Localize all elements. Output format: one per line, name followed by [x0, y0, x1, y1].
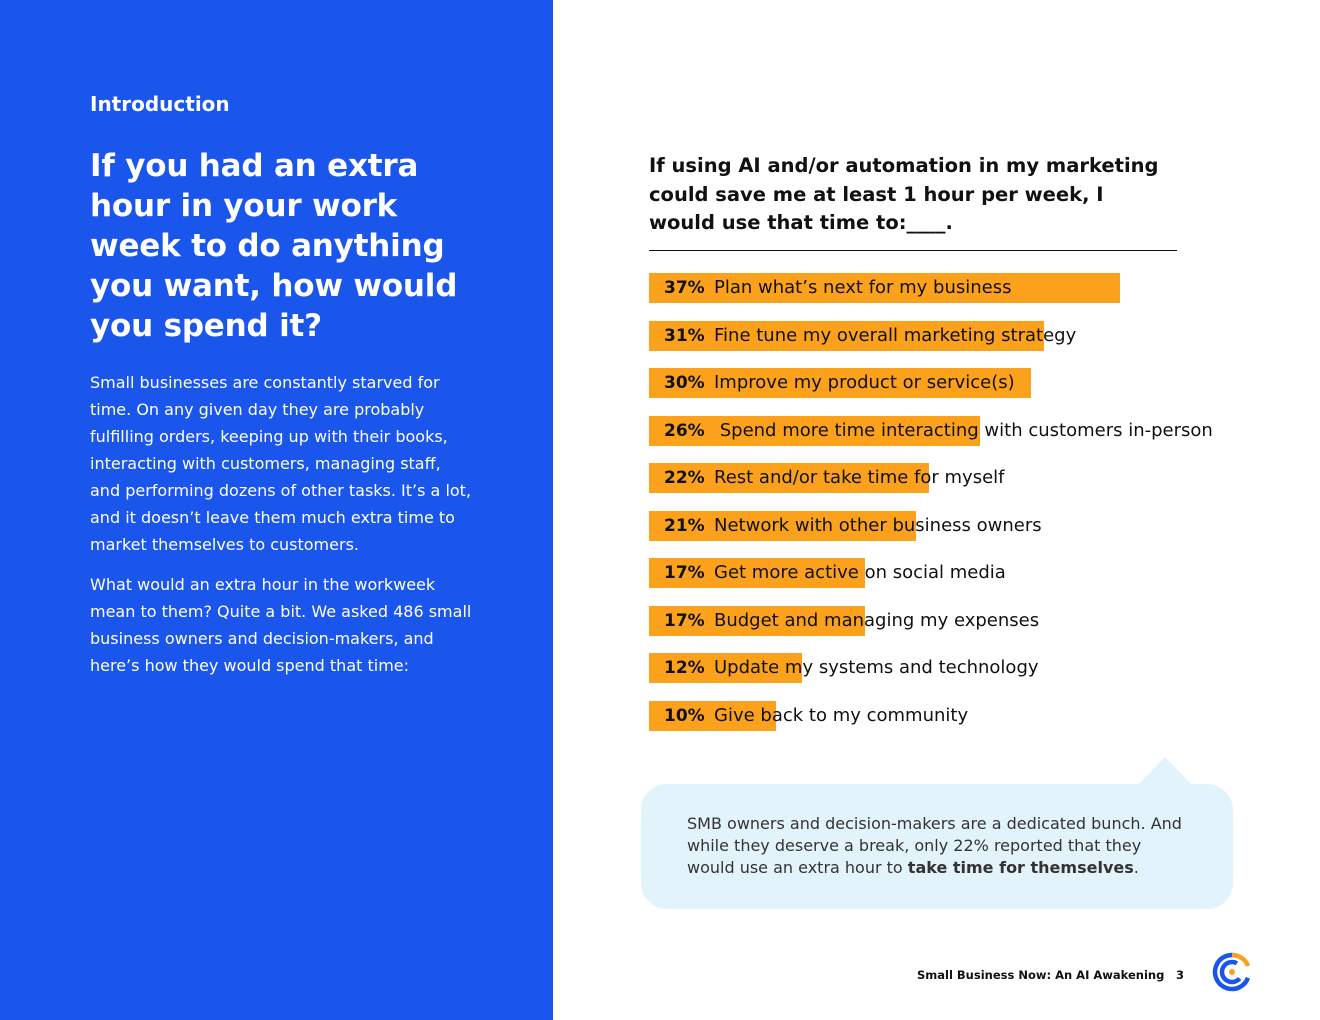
bar-category-label: Improve my product or service(s): [714, 372, 1015, 393]
page-number: 3: [1176, 968, 1185, 982]
bar-value-label: 22%: [664, 468, 705, 488]
bar-value-label: 30%: [664, 373, 705, 393]
footer-title: Small Business Now: An AI Awakening: [917, 968, 1165, 982]
intro-paragraph-1: Small businesses are constantly starved …: [90, 373, 472, 554]
bar-category-label: Spend more time interacting with custome…: [714, 419, 1213, 441]
bar-category-label: Network with other business owners: [714, 514, 1042, 536]
bar-value-label: 21%: [664, 515, 705, 536]
bar-chart: 37% Plan what’s next for my business 31% Fi…: [649, 273, 1289, 733]
bar: [649, 700, 777, 731]
bar-category-label: Plan what’s next for my business: [714, 277, 1012, 298]
bar: [649, 273, 1120, 303]
bar: [649, 415, 980, 446]
callout-text-emphasis: take time for themselves: [907, 858, 1134, 877]
bar-value-label: 17%: [664, 610, 705, 631]
callout-box: [641, 784, 1233, 909]
bar: [649, 368, 1031, 398]
bar-category-label: Give back to my community: [714, 704, 969, 726]
callout-text-end: .: [1133, 858, 1139, 877]
bar: [649, 653, 802, 683]
bar: [649, 463, 930, 493]
page-headline: If you had an extra hour in your work we…: [90, 148, 458, 344]
callout-text-start: SMB owners and decision-makers are a ded…: [687, 814, 1182, 877]
bar-value-label: 31%: [664, 325, 705, 346]
bar-category-label: Update my systems and technology: [714, 657, 1039, 678]
bar-value-label: 37%: [664, 278, 705, 298]
bar-value-label: 17%: [664, 563, 705, 583]
intro-paragraph-2: What would an extra hour in the workweek…: [90, 575, 472, 675]
bar-value-label: 12%: [664, 658, 705, 678]
bar-value-label: 26%: [664, 420, 705, 441]
callout-text: SMB owners and decision-makers are a ded…: [687, 813, 1192, 879]
title-divider: [649, 250, 1177, 251]
bar-category-label: Budget and managing my expenses: [714, 609, 1040, 631]
bar: [649, 605, 866, 636]
bar-category-label: Fine tune my overall marketing strategy: [714, 324, 1077, 346]
bar: [649, 510, 917, 541]
constant-contact-logo-icon: [1212, 952, 1252, 992]
chart-title: If using AI and/or automation in my mark…: [649, 154, 1159, 234]
bar: [649, 558, 866, 588]
bar-category-label: Get more active on social media: [714, 562, 1006, 583]
bar-category-label: Rest and/or take time for myself: [714, 467, 1005, 488]
left-panel: [0, 0, 553, 1020]
callout-pointer: [1138, 757, 1192, 785]
section-eyebrow: Introduction: [90, 92, 230, 116]
bar: [649, 320, 1044, 351]
bar-value-label: 10%: [664, 705, 705, 726]
